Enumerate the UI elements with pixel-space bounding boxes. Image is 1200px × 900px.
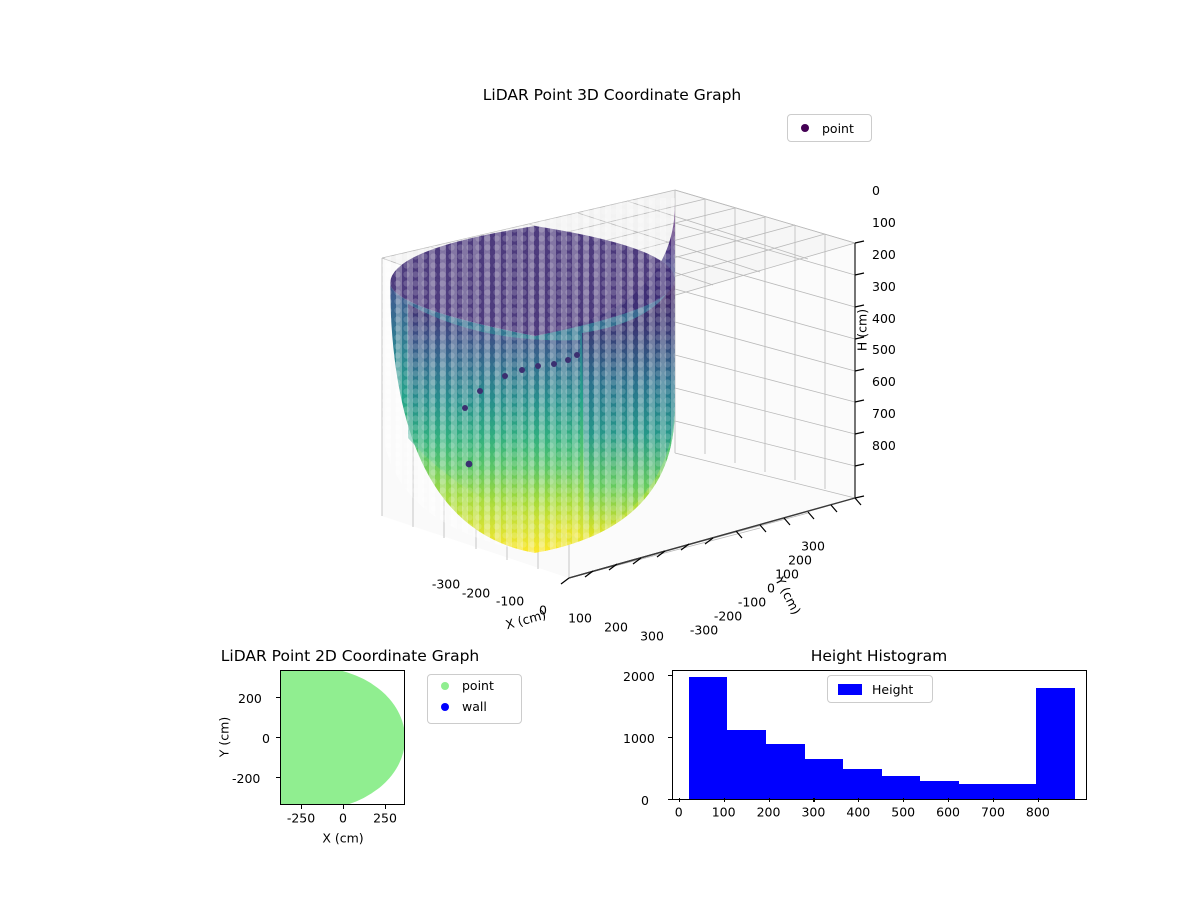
histogram-bar — [958, 784, 998, 799]
histogram-bar — [920, 781, 959, 799]
plot2d-title: LiDAR Point 2D Coordinate Graph — [220, 647, 480, 665]
histogram-bar — [881, 775, 921, 799]
hist-xtickmark — [723, 798, 725, 802]
plot3d-ytick-2: -100 — [737, 594, 767, 610]
hist-xtick-8: 800 — [1025, 804, 1050, 820]
histogram-bar — [843, 768, 882, 799]
histogram-bar — [727, 730, 766, 799]
hist-ytick-0: 0 — [641, 793, 649, 808]
plot3d-ztick-0: 0 — [872, 183, 880, 198]
plot2d-ytick-0: -200 — [232, 771, 261, 786]
plot3d-ytick-5: 200 — [788, 552, 812, 568]
hist-xtick-6: 600 — [936, 804, 961, 820]
plot3d-ztick-1: 100 — [872, 215, 896, 230]
histogram-bar — [997, 784, 1037, 799]
hist-ytickmark-2 — [668, 675, 672, 677]
hist-xtick-2: 200 — [756, 804, 781, 820]
legend-label-wall: wall — [462, 699, 487, 714]
plot2d-xtick-2: 250 — [373, 810, 397, 826]
plot3d-xtick-4: 100 — [568, 610, 592, 626]
height-swatch-icon — [828, 683, 872, 695]
plot3d-xtick-1: -200 — [461, 585, 491, 601]
plot3d-xtick-2: -100 — [495, 593, 525, 609]
legend-entry-wall[interactable]: wall — [428, 696, 521, 717]
plot2d-ylabel: Y (cm) — [216, 716, 232, 758]
plot3d-ytick-0: -300 — [689, 622, 719, 638]
plot2d-xtickmark-2 — [385, 805, 387, 809]
plot3d-xtick-3: 0 — [539, 602, 547, 618]
histogram-axes — [672, 670, 1087, 800]
legend-label-point: point — [462, 678, 494, 693]
hist-ytickmark-0 — [668, 799, 672, 801]
plot3d-ztick-5: 500 — [872, 342, 896, 357]
histogram-bar — [1036, 687, 1075, 799]
plot2d-xtickmark-0 — [301, 805, 303, 809]
histogram-bar — [688, 676, 728, 799]
hist-xtick-3: 300 — [801, 804, 826, 820]
plot3d-title: LiDAR Point 3D Coordinate Graph — [482, 86, 742, 104]
legend-entry-height[interactable]: Height — [828, 676, 932, 702]
plot3d-xlabel: X (cm) — [503, 606, 548, 633]
hist-xtickmark — [858, 798, 860, 802]
histogram-legend[interactable]: Height — [827, 675, 933, 703]
plot3d-ztick-8: 800 — [872, 438, 896, 453]
hist-xtickmark — [813, 798, 815, 802]
plot3d-point-cloud — [382, 198, 675, 553]
plot2d-ytick-2: 200 — [238, 691, 262, 706]
plot3d-legend[interactable]: point — [787, 114, 872, 142]
legend-entry-point[interactable]: point — [428, 675, 521, 696]
plot3d-ztick-7: 700 — [872, 406, 896, 421]
hist-xtick-5: 500 — [891, 804, 916, 820]
hist-xtickmark — [768, 798, 770, 802]
plot2d-ytickmark-2 — [276, 697, 280, 699]
hist-ytick-1: 1000 — [623, 731, 655, 746]
histogram-bar — [804, 758, 844, 799]
plot2d-ytickmark-0 — [276, 777, 280, 779]
point-marker-icon — [788, 124, 822, 132]
hist-xtick-0: 0 — [674, 804, 683, 820]
plot2d-ytick-1: 0 — [262, 731, 270, 746]
legend-entry-point[interactable]: point — [788, 115, 871, 141]
plot3d-ztick-3: 300 — [872, 279, 896, 294]
plot2d-xlabel: X (cm) — [322, 830, 364, 846]
hist-xtick-4: 400 — [846, 804, 871, 820]
plot2d-point-region — [281, 671, 404, 804]
plot3d-ztick-2: 200 — [872, 247, 896, 262]
plot3d-axes — [330, 108, 870, 608]
plot2d-legend[interactable]: point wall — [427, 674, 522, 724]
point-marker-icon — [428, 681, 462, 690]
plot2d-xtickmark-1 — [343, 805, 345, 809]
hist-xtickmark — [992, 798, 995, 802]
hist-xtick-1: 100 — [711, 804, 736, 820]
plot3d-ztick-6: 600 — [872, 374, 896, 389]
hist-ytickmark-1 — [668, 737, 672, 739]
histogram-bar — [765, 743, 805, 799]
hist-ytick-2: 2000 — [623, 669, 655, 684]
plot2d-axes — [280, 670, 405, 805]
plot3d-ytick-6: 300 — [801, 538, 825, 554]
hist-xtick-7: 700 — [981, 804, 1005, 820]
plot3d-tickmarks — [560, 240, 865, 585]
plot3d-canvas — [381, 189, 865, 585]
plot3d-ytick-4: 100 — [775, 566, 799, 582]
plot2d-ytickmark-1 — [276, 737, 280, 739]
plot3d-xtick-0: -300 — [431, 576, 461, 592]
plot3d-ytick-3: 0 — [767, 580, 775, 596]
plot3d-xtick-5: 200 — [604, 619, 628, 635]
histogram-title: Height Histogram — [810, 647, 948, 665]
plot3d-xtick-6: 300 — [640, 628, 664, 644]
wall-marker-icon — [428, 702, 462, 711]
hist-xtickmark — [678, 798, 680, 802]
hist-xtickmark — [903, 798, 905, 802]
plot2d-xtick-1: 0 — [339, 810, 347, 826]
legend-label-height: Height — [872, 681, 914, 697]
plot3d-zlabel: H (cm) — [854, 308, 870, 352]
plot2d-xtick-0: -250 — [286, 810, 316, 826]
plot3d-ztick-4: 400 — [872, 311, 896, 326]
legend-label-point: point — [822, 120, 854, 136]
hist-xtickmark — [1037, 798, 1040, 802]
hist-xtickmark — [948, 798, 950, 802]
plot3d-ytick-1: -200 — [713, 608, 743, 624]
